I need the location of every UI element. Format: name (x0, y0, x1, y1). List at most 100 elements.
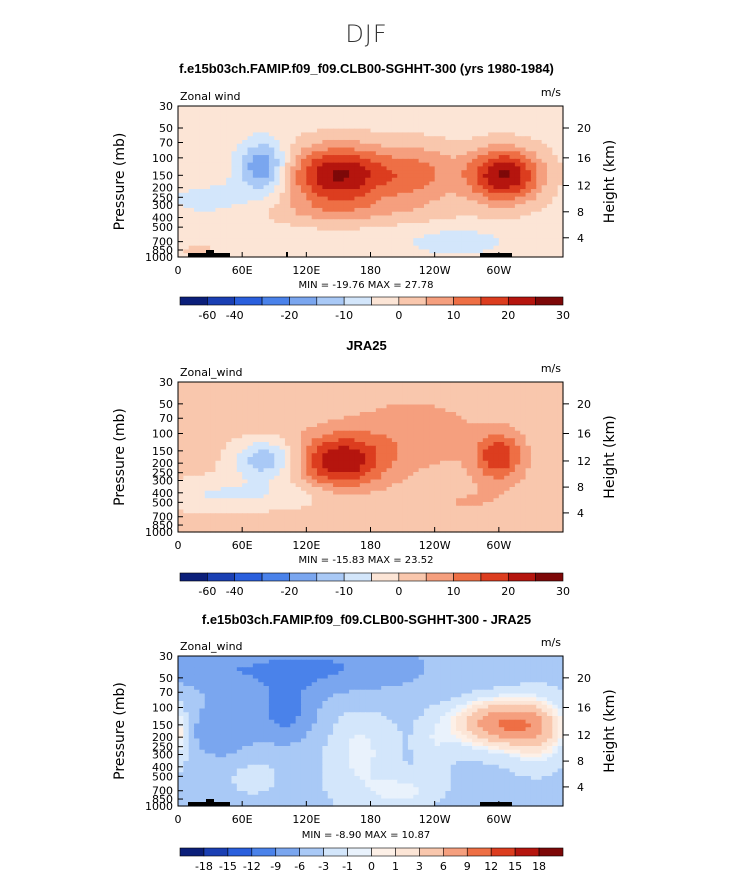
heatmap-cell (407, 113, 414, 118)
heatmap-cell (429, 158, 436, 164)
heatmap-cell (279, 475, 286, 481)
heatmap-cell (493, 442, 500, 447)
heatmap-cell (386, 139, 393, 145)
heatmap-cell (466, 412, 473, 417)
heatmap-cell (472, 253, 479, 258)
heatmap-cell (210, 404, 217, 409)
heatmap-cell (407, 393, 414, 398)
heatmap-cell (440, 211, 446, 217)
heatmap-cell (466, 234, 473, 239)
heatmap-cell (263, 124, 270, 130)
heatmap-cell (418, 185, 425, 190)
heatmap-cell (509, 181, 516, 186)
heatmap-cell (407, 132, 414, 137)
heatmap-cell (488, 185, 495, 190)
heatmap-cell (290, 472, 297, 477)
heatmap-cell (199, 147, 206, 152)
heatmap-cell (220, 128, 227, 134)
heatmap-cell (236, 189, 243, 194)
heatmap-cell (440, 155, 446, 160)
heatmap-cell (354, 404, 361, 409)
heatmap-cell (215, 139, 222, 145)
heatmap-cell (231, 483, 238, 488)
heatmap-cell (456, 211, 463, 217)
heatmap-cell (504, 177, 511, 183)
heatmap-cell (194, 211, 200, 217)
heatmap-cell (311, 147, 318, 152)
heatmap-cell (359, 192, 366, 198)
heatmap-cell (530, 468, 537, 473)
heatmap-cell (349, 143, 356, 149)
heatmap-cell (306, 472, 313, 477)
heatmap-cell (434, 419, 441, 424)
heatmap-cell (466, 162, 473, 168)
heatmap-cell (466, 207, 473, 213)
heatmap-cell (343, 245, 350, 251)
heatmap-cell (263, 192, 270, 198)
heatmap-cell (391, 238, 398, 243)
heatmap-cell (306, 389, 313, 394)
heatmap-cell (541, 189, 548, 194)
heatmap-cell (466, 158, 473, 164)
heatmap-cell (284, 211, 291, 217)
heatmap-cell (461, 434, 468, 439)
heatmap-cell (290, 143, 297, 149)
heatmap-cell (317, 400, 323, 406)
heatmap-cell (514, 215, 521, 220)
heatmap-cell (429, 211, 436, 217)
height-tick-label: 20 (577, 122, 591, 135)
heatmap-cell (252, 389, 259, 394)
heatmap-cell (242, 412, 249, 417)
heatmap-cell (541, 143, 548, 149)
heatmap-cell (381, 412, 388, 417)
heatmap-cell (423, 415, 430, 421)
heatmap-cell (263, 230, 270, 235)
heatmap-cell (445, 419, 452, 424)
heatmap-cell (477, 204, 484, 209)
heatmap-cell (311, 189, 318, 194)
heatmap-cell (215, 113, 222, 118)
heatmap-cell (300, 479, 307, 484)
heatmap-cell (402, 147, 409, 152)
heatmap-cell (429, 397, 436, 402)
heatmap-cell (536, 215, 543, 220)
heatmap-cell (520, 234, 527, 239)
heatmap-cell (450, 457, 457, 462)
heatmap-cell (520, 438, 527, 443)
heatmap-cell (402, 162, 409, 168)
heatmap-cell (365, 434, 372, 439)
heatmap-cell (536, 155, 543, 160)
heatmap-cell (546, 158, 553, 164)
heatmap-cell (359, 204, 366, 209)
heatmap-cell (338, 430, 345, 436)
heatmap-cell (311, 166, 318, 171)
heatmap-cell (210, 419, 217, 424)
heatmap-cell (311, 109, 318, 115)
heatmap-cell (247, 453, 254, 458)
heatmap-cell (530, 249, 537, 254)
heatmap-cell (338, 177, 345, 183)
heatmap-cell (295, 479, 302, 484)
heatmap-cell (418, 192, 425, 198)
heatmap-cell (215, 177, 222, 183)
heatmap-cell (258, 468, 265, 473)
heatmap-cell (541, 249, 548, 254)
heatmap-cell (349, 415, 356, 421)
heatmap-cell (236, 219, 243, 224)
heatmap-cell (434, 196, 441, 201)
heatmap-cell (418, 124, 425, 130)
heatmap-cell (397, 162, 404, 168)
heatmap-cell (397, 382, 404, 387)
heatmap-cell (498, 223, 505, 228)
heatmap-cell (220, 449, 227, 454)
heatmap-cell (194, 106, 200, 111)
heatmap-cell (263, 136, 270, 141)
heatmap-cell (525, 382, 532, 387)
heatmap-cell (338, 483, 345, 488)
heatmap-cell (375, 124, 382, 130)
heatmap-cell (541, 453, 548, 458)
heatmap-cell (220, 389, 227, 394)
heatmap-cell (520, 382, 527, 387)
heatmap-cell (509, 132, 516, 137)
heatmap-cell (252, 472, 259, 477)
